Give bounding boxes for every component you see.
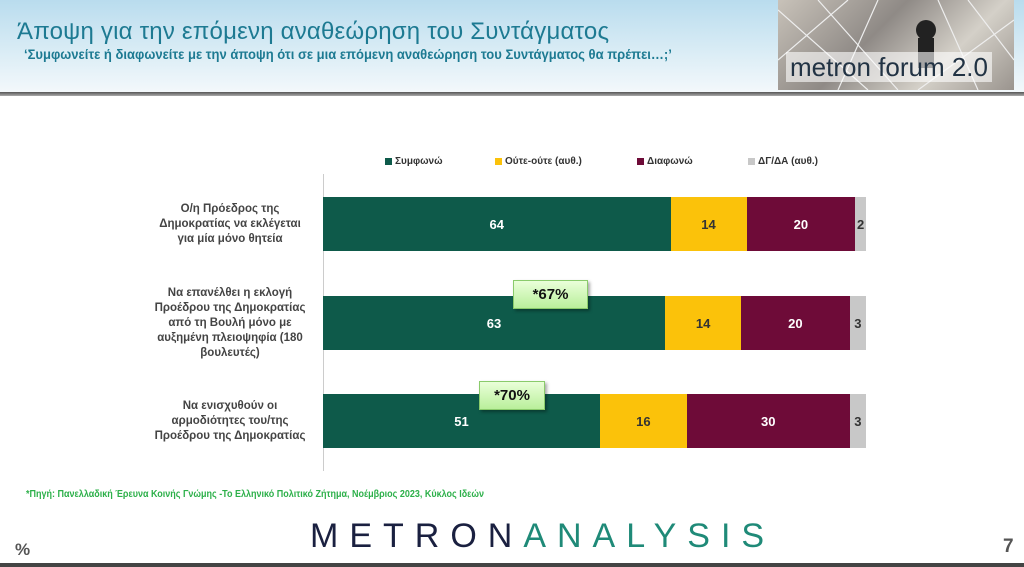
bar-segment: 14 [665, 296, 742, 350]
annotation-callout: *70% [479, 381, 545, 410]
data-label: 3 [854, 413, 862, 429]
data-label: 51 [454, 413, 469, 429]
page-subtitle: ‘Συμφωνείτε ή διαφωνείτε με την άποψη ότ… [24, 46, 672, 62]
metron-analysis-logo: METRONANALYSIS [310, 517, 775, 556]
category-label: Να επανέλθει η εκλογή Προέδρου της Δημοκ… [154, 286, 306, 359]
bar-segment: 63 [323, 296, 666, 350]
data-label: 3 [854, 315, 862, 331]
bar-segment: 64 [323, 197, 671, 251]
bar-segment: 16 [599, 394, 687, 448]
legend-label: ΔΓ/ΔΑ (αυθ.) [758, 156, 818, 167]
data-label: 30 [761, 413, 776, 429]
chart-legend: Συμφωνώ Ούτε-ούτε (αυθ.) Διαφωνώ ΔΓ/ΔΑ (αυθ… [0, 156, 1024, 170]
bar-segment: 3 [849, 394, 866, 448]
legend-item: Συμφωνώ [385, 156, 443, 167]
legend-swatch [748, 158, 755, 165]
header-divider [0, 92, 1024, 96]
bar-segment: 14 [670, 197, 747, 251]
data-label: 14 [701, 216, 716, 232]
metron-forum-logo: metron forum 2.0 [778, 0, 1014, 90]
bar-segment: 3 [849, 296, 866, 350]
bar-segment: 51 [323, 394, 600, 448]
brand-part-2: ANALYSIS [523, 517, 776, 555]
legend-item: Διαφωνώ [637, 156, 693, 167]
source-note: *Πηγή: Πανελλαδική Έρευνα Κοινής Γνώμης … [26, 489, 485, 500]
data-label: 63 [486, 315, 502, 331]
bar-segment: 20 [746, 197, 856, 251]
data-label: 20 [793, 216, 809, 232]
legend-label: Συμφωνώ [395, 156, 443, 167]
data-label: 14 [695, 315, 711, 331]
data-label: 64 [489, 216, 504, 232]
logo-text: metron forum 2.0 [786, 52, 992, 82]
legend-item: Ούτε-ούτε (αυθ.) [495, 156, 582, 167]
legend-swatch [637, 158, 644, 165]
legend-swatch [495, 158, 502, 165]
legend-label: Ούτε-ούτε (αυθ.) [505, 156, 582, 167]
legend-item: ΔΓ/ΔΑ (αυθ.) [748, 156, 818, 167]
category-label: Να ενισχυθούν οι αρμοδιότητες του/της Πρ… [154, 399, 306, 442]
bar-segment: 30 [686, 394, 850, 448]
footer-divider [0, 563, 1024, 567]
annotation-callout: *67% [513, 280, 588, 309]
data-label: 20 [788, 315, 803, 331]
legend-label: Διαφωνώ [647, 156, 693, 167]
page-title: Άποψη για την επόμενη αναθεώρηση του Συν… [17, 18, 610, 45]
data-label: 16 [636, 413, 651, 429]
percent-sign: % [15, 540, 31, 559]
category-label: Ο/η Πρόεδρος της Δημοκρατίας να εκλέγετα… [159, 202, 301, 245]
page-number: 7 [1003, 536, 1014, 557]
bar-segment: 20 [741, 296, 850, 350]
brand-part-1: METRON [310, 517, 524, 555]
data-label: 2 [856, 216, 865, 232]
legend-swatch [385, 158, 392, 165]
bar-segment: 2 [855, 197, 866, 251]
